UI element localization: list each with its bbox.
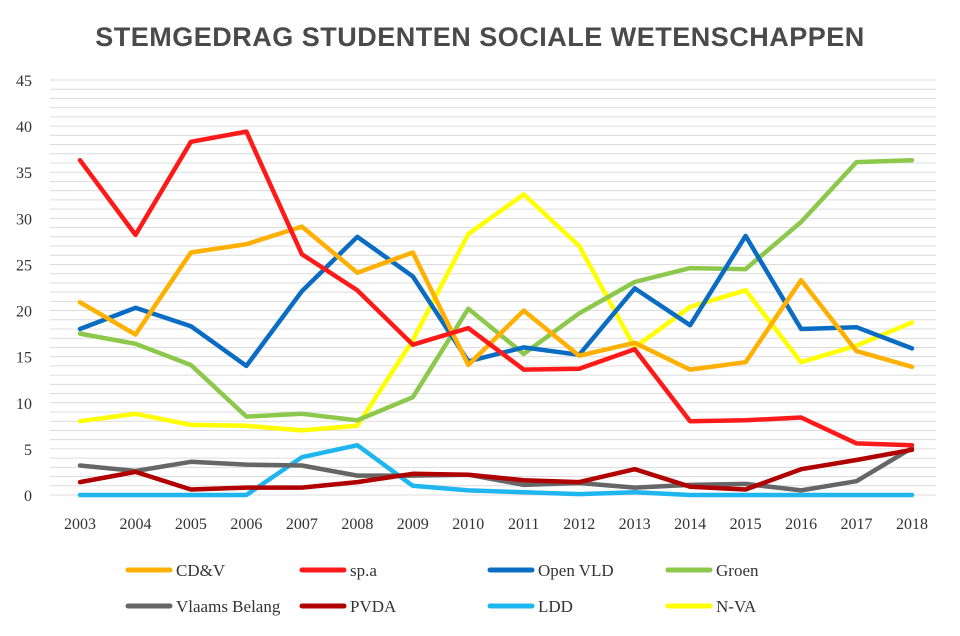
- legend-item: CD&V: [125, 561, 226, 580]
- x-axis-ticks: 2003 2004 2005 2006 2007 2008 2009 2010 2011 2012…: [64, 516, 928, 533]
- series-line-sp-a: [77, 129, 915, 448]
- legend: CD&V sp.a Open VLD Groen Vlaams Belang PVDA LD…: [125, 561, 759, 616]
- legend-item: LDD: [487, 597, 573, 616]
- legend-label: sp.a: [350, 561, 377, 580]
- series-line-cd-v: [77, 224, 915, 372]
- series-line-pvda: [77, 447, 915, 492]
- x-tick-label: 2006: [230, 516, 262, 533]
- x-tick-label: 2013: [619, 516, 651, 533]
- grid: [50, 79, 936, 496]
- y-tick-label: 5: [24, 442, 32, 459]
- y-tick-label: 35: [16, 165, 32, 182]
- legend-item: sp.a: [299, 561, 377, 580]
- series-line-n-va: [77, 192, 915, 433]
- y-tick-label: 20: [16, 304, 32, 321]
- series-line-groen: [77, 157, 915, 423]
- y-tick-label: 15: [16, 350, 32, 367]
- legend-item: N-VA: [665, 597, 757, 616]
- legend-label: Open VLD: [538, 561, 614, 580]
- series-line-ldd: [77, 442, 915, 498]
- legend-item: Vlaams Belang: [125, 597, 281, 616]
- x-tick-label: 2004: [119, 516, 151, 533]
- y-tick-label: 40: [16, 119, 32, 136]
- x-tick-label: 2009: [397, 516, 429, 533]
- x-tick-label: 2003: [64, 516, 96, 533]
- legend-item: Open VLD: [487, 561, 614, 580]
- x-tick-label: 2010: [452, 516, 484, 533]
- chart-title: STEMGEDRAG STUDENTEN SOCIALE WETENSCHAPP…: [95, 22, 865, 52]
- x-tick-label: 2012: [563, 516, 595, 533]
- x-tick-label: 2018: [896, 516, 928, 533]
- y-tick-label: 30: [16, 211, 32, 228]
- legend-label: Groen: [716, 561, 759, 580]
- legend-label: LDD: [538, 597, 573, 616]
- y-axis-ticks: 0 5 10 15 20 25 30 35 40 45: [16, 73, 32, 505]
- y-tick-label: 25: [16, 257, 32, 274]
- legend-label: CD&V: [176, 561, 226, 580]
- x-tick-label: 2008: [341, 516, 373, 533]
- x-tick-label: 2014: [674, 516, 706, 533]
- x-tick-label: 2005: [175, 516, 207, 533]
- y-tick-label: 0: [24, 488, 32, 505]
- legend-label: N-VA: [716, 597, 757, 616]
- legend-item: Groen: [665, 561, 759, 580]
- x-tick-label: 2007: [286, 516, 318, 533]
- y-tick-label: 10: [16, 396, 32, 413]
- y-tick-label: 45: [16, 73, 32, 90]
- x-tick-label: 2017: [841, 516, 873, 533]
- legend-item: PVDA: [299, 597, 397, 616]
- series-line-open-vld: [77, 233, 915, 369]
- series-line-vlaams-belang: [77, 445, 915, 493]
- x-tick-label: 2016: [785, 516, 817, 533]
- x-tick-label: 2011: [508, 516, 539, 533]
- legend-label: PVDA: [350, 597, 397, 616]
- legend-label: Vlaams Belang: [176, 597, 281, 616]
- x-tick-label: 2015: [730, 516, 762, 533]
- series: [77, 129, 915, 498]
